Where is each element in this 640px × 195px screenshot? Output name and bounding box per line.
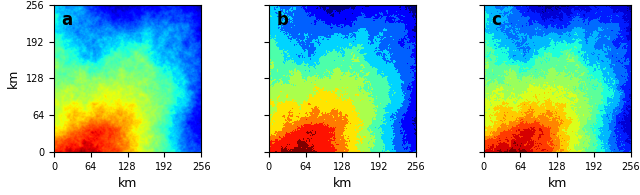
Text: c: c	[491, 11, 501, 29]
Text: a: a	[61, 11, 72, 29]
Text: b: b	[276, 11, 288, 29]
X-axis label: km: km	[118, 177, 137, 190]
X-axis label: km: km	[333, 177, 352, 190]
X-axis label: km: km	[548, 177, 567, 190]
Y-axis label: km: km	[7, 69, 20, 88]
